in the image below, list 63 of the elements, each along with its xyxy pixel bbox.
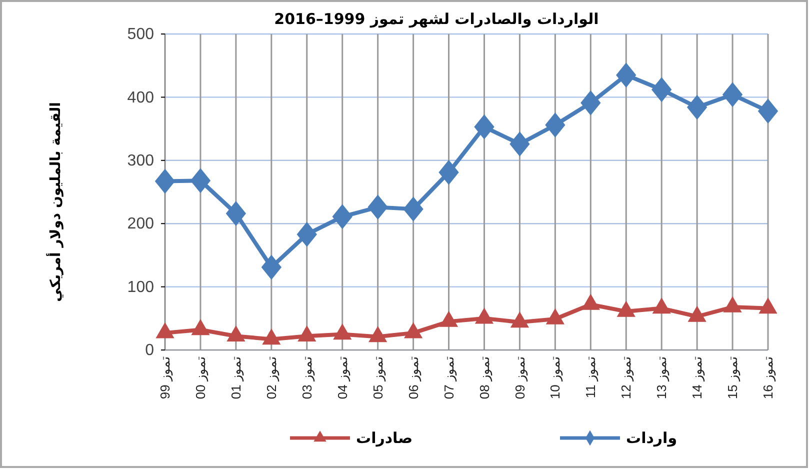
point bbox=[368, 326, 388, 342]
point bbox=[190, 168, 211, 194]
y-tick-label: 0 bbox=[145, 342, 154, 360]
x-tick-label: تموز 01 bbox=[228, 356, 244, 400]
x-tick-label: تموز 15 bbox=[725, 356, 742, 400]
point bbox=[474, 308, 494, 324]
point bbox=[226, 201, 246, 226]
x-tick-label: تموز 04 bbox=[334, 356, 351, 400]
x-tick-label: تموز 02 bbox=[264, 356, 280, 400]
point bbox=[688, 306, 706, 322]
x-tick-label: تموز 08 bbox=[476, 356, 493, 400]
point bbox=[438, 160, 459, 185]
x-tick-label: تموز 10 bbox=[548, 356, 564, 400]
point bbox=[651, 77, 672, 102]
x-tick-label: تموز 06 bbox=[406, 356, 422, 400]
point bbox=[474, 114, 494, 140]
point bbox=[510, 131, 530, 156]
point bbox=[758, 98, 778, 124]
point bbox=[723, 296, 742, 312]
legend-label: صادرات bbox=[356, 429, 413, 447]
y-tick-label: 100 bbox=[127, 278, 154, 296]
chart-title: الواردات والصادرات لشهر تموز 1999–2016 bbox=[274, 10, 599, 28]
point bbox=[722, 82, 743, 108]
point bbox=[616, 300, 636, 317]
point bbox=[510, 311, 530, 328]
x-tick-label: تموز 07 bbox=[441, 356, 458, 400]
point bbox=[581, 294, 600, 310]
legend-label: واردات bbox=[626, 429, 678, 447]
x-tick-label: تموز 12 bbox=[618, 356, 635, 400]
point bbox=[154, 168, 176, 194]
y-tick-label: 200 bbox=[127, 216, 154, 233]
point bbox=[298, 325, 316, 342]
x-tick-label: تموز 11 bbox=[583, 356, 600, 398]
x-tick-label: تموز 05 bbox=[370, 356, 386, 400]
point bbox=[545, 112, 566, 138]
point bbox=[296, 222, 317, 247]
x-tick-label: تموز 09 bbox=[512, 356, 528, 400]
point bbox=[333, 323, 352, 340]
point bbox=[580, 90, 601, 116]
point bbox=[262, 328, 281, 345]
point bbox=[686, 94, 708, 120]
x-tick-label: تموز 99 bbox=[158, 356, 174, 400]
point bbox=[404, 322, 423, 338]
x-tick-label: تموز 14 bbox=[690, 356, 706, 400]
y-tick-label: 500 bbox=[127, 26, 154, 44]
point bbox=[652, 298, 671, 314]
point bbox=[546, 308, 564, 324]
point bbox=[226, 325, 246, 342]
point bbox=[403, 196, 424, 222]
point bbox=[368, 194, 388, 220]
point bbox=[332, 204, 352, 230]
x-tick-label: تموز 03 bbox=[299, 356, 316, 400]
y-tick-label: 400 bbox=[127, 89, 154, 106]
y-axis-title: القيمة بالمليون دولار أمريكي bbox=[46, 102, 64, 302]
point bbox=[439, 310, 458, 327]
x-tick-label: تموز 00 bbox=[193, 356, 210, 400]
point bbox=[191, 319, 210, 336]
x-tick-label: تموز 13 bbox=[654, 356, 670, 400]
point bbox=[156, 322, 174, 338]
y-tick-label: 300 bbox=[127, 152, 154, 170]
point bbox=[758, 298, 778, 314]
x-tick-label: تموز 16 bbox=[760, 356, 777, 400]
point bbox=[616, 62, 636, 88]
